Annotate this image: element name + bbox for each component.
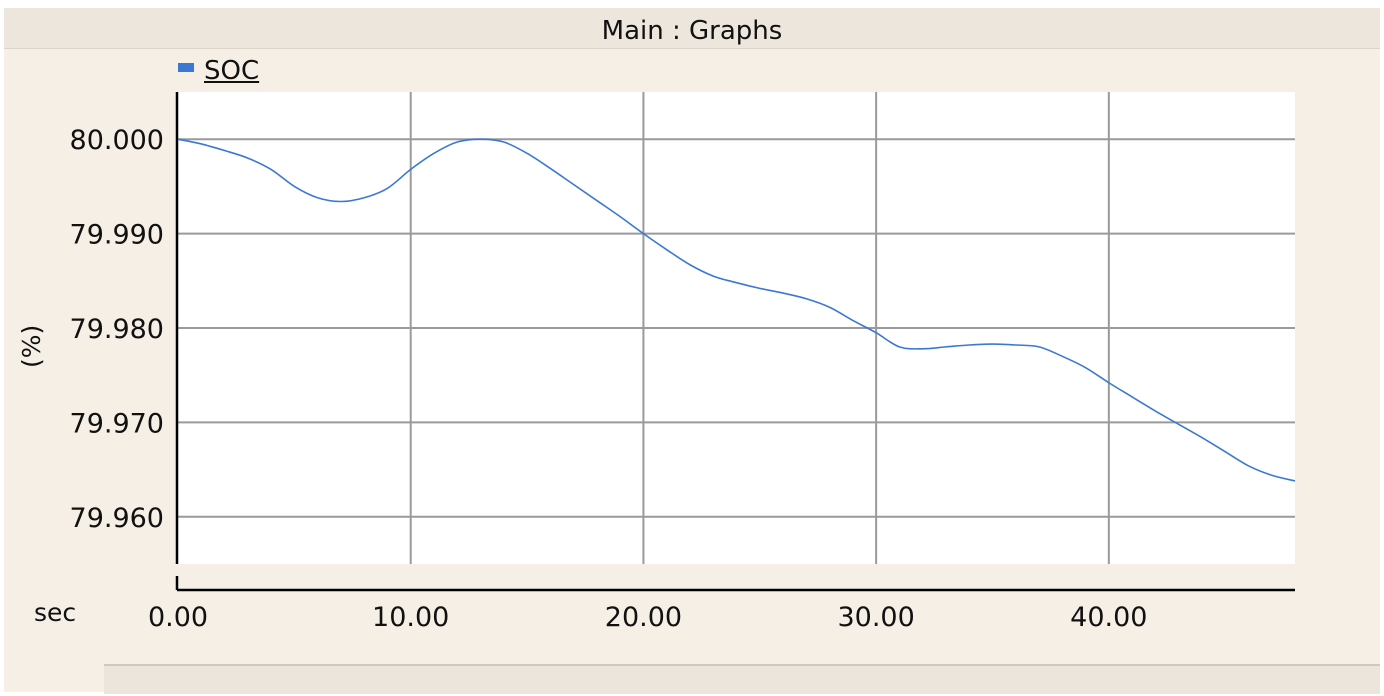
- x-axis-label: sec: [34, 598, 77, 627]
- legend-swatch: [178, 63, 194, 72]
- y-tick-label: 79.990: [70, 220, 164, 251]
- y-tick-label: 79.960: [70, 503, 164, 534]
- x-tick-label: 20.00: [605, 602, 682, 633]
- legend-label-soc[interactable]: SOC: [204, 56, 260, 86]
- y-tick-label: 80.000: [70, 125, 164, 156]
- x-tick-label: 40.00: [1070, 602, 1147, 633]
- series-line-soc: [177, 138, 1296, 482]
- grid-layer: [178, 92, 1295, 564]
- bottom-scroll-strip[interactable]: [104, 664, 1380, 694]
- axis-layer: [175, 92, 1295, 592]
- window-title: Main : Graphs: [601, 16, 783, 46]
- x-tick-label: 0.00: [148, 602, 208, 633]
- ticks-layer: 80.000 79.990 79.980 79.970 79.960 0.00 10.00 2…: [70, 125, 1148, 633]
- series-layer: [177, 138, 1296, 482]
- title-bar: Main : Graphs: [4, 8, 1380, 49]
- y-tick-label: 79.980: [70, 314, 164, 345]
- x-tick-label: 30.00: [837, 602, 914, 633]
- x-tick-label: 10.00: [372, 602, 449, 633]
- y-tick-label: 79.970: [70, 408, 164, 439]
